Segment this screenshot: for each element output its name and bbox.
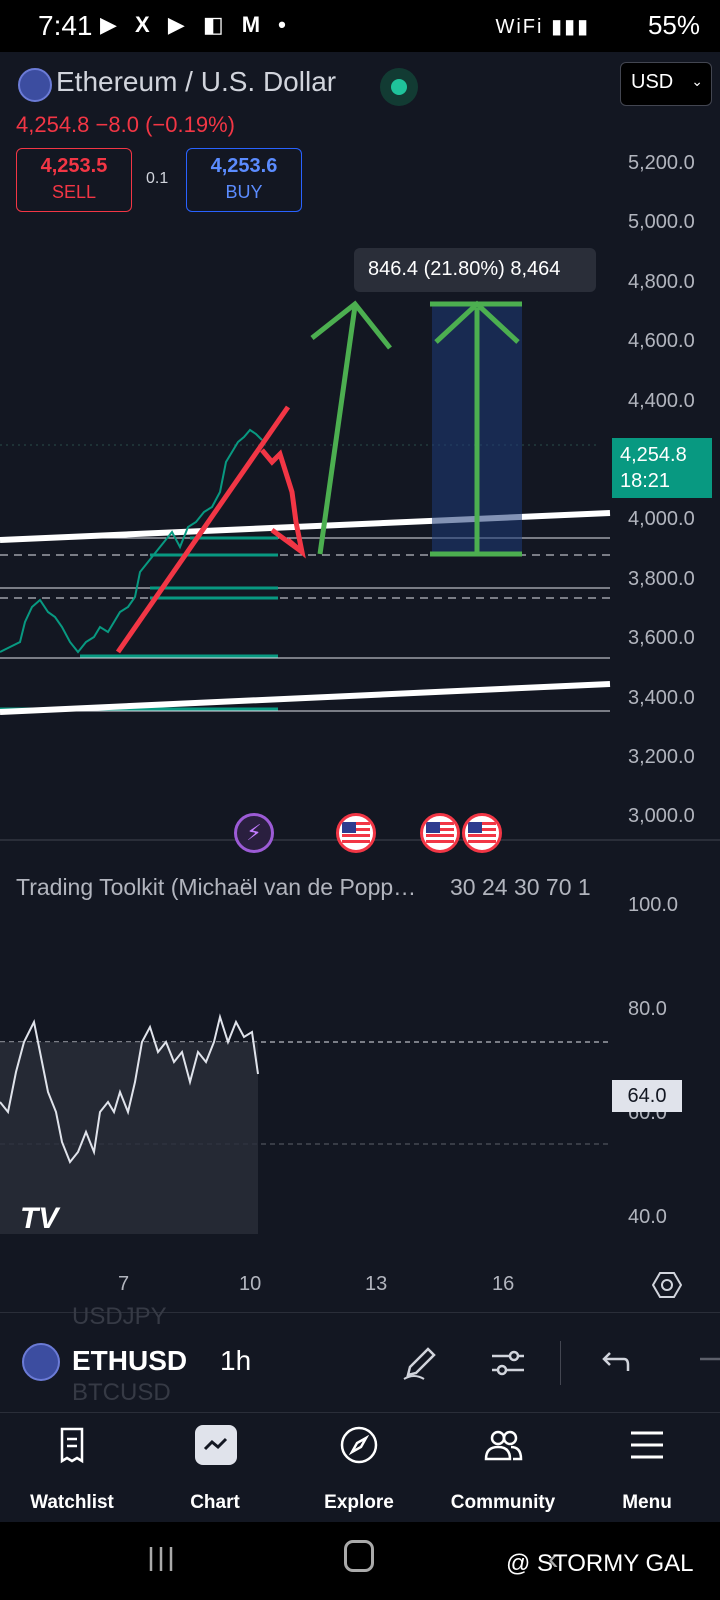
redo-icon[interactable] — [690, 1343, 720, 1383]
buy-label: BUY — [225, 182, 263, 202]
buy-price: 4,253.6 — [210, 155, 278, 177]
ethereum-logo-icon — [22, 1343, 60, 1381]
indicator-axis-label: 80.0 — [628, 998, 667, 1020]
time-axis-label: 13 — [365, 1273, 388, 1295]
price-axis-label: 4,600.0 — [628, 330, 695, 352]
measure-arrowhead — [434, 300, 520, 344]
indicator-line — [0, 1013, 259, 1164]
time-axis-label: 10 — [239, 1273, 262, 1295]
status-time: 7:41 — [38, 10, 93, 41]
live-dot-icon — [391, 79, 407, 95]
nav-menu[interactable]: Menu — [577, 1425, 717, 1514]
battery-level: 55% — [647, 10, 700, 40]
signal-icon: WiFi ▮▮▮ — [495, 16, 590, 38]
indicator-title[interactable]: Trading Toolkit (Michaël van de Popp… — [16, 874, 417, 900]
price-axis-label: 5,200.0 — [628, 152, 695, 174]
nav-watchlist-label: Watchlist — [30, 1492, 114, 1513]
symbol-selector[interactable]: ETHUSD — [72, 1345, 188, 1376]
bottom-navigation: Watchlist Chart Explore Community Menu — [0, 1412, 720, 1522]
nav-community-label: Community — [450, 1492, 556, 1513]
chart-icon — [203, 1437, 228, 1451]
indicator-params: 30 24 30 70 1 — [450, 874, 591, 900]
nav-menu-label: Menu — [622, 1492, 672, 1513]
price-change: 4,254.8 −8.0 (−0.19%) — [16, 112, 235, 138]
ghost-symbol-above: USDJPY — [72, 1303, 167, 1330]
chart-toolbar: USDJPY BTCUSD ETHUSD 1h — [0, 1303, 720, 1412]
watermark: @ STORMY GAL — [506, 1550, 694, 1577]
us-flag-event-icon[interactable] — [420, 813, 460, 853]
nav-explore[interactable]: Explore — [289, 1425, 429, 1514]
tradingview-logo-icon: TV — [20, 1202, 59, 1235]
last-price: 4,254.8 — [16, 112, 90, 137]
symbol-title[interactable]: Ethereum / U.S. Dollar — [56, 66, 337, 97]
price-axis-label: 4,400.0 — [628, 390, 695, 412]
lightning-event-icon[interactable]: ⚡ — [234, 813, 274, 853]
recent-apps-icon[interactable] — [146, 1544, 176, 1574]
nav-chart[interactable]: Chart — [145, 1425, 285, 1514]
hamburger-menu-icon — [631, 1431, 663, 1459]
chart-area[interactable] — [0, 52, 720, 1312]
price-axis-label: 4,800.0 — [628, 271, 695, 293]
change-percent: (−0.19%) — [145, 112, 235, 137]
buy-button[interactable]: 4,253.6 BUY — [186, 148, 302, 212]
indicator-value-tag: 64.0 — [612, 1080, 682, 1112]
home-icon[interactable] — [344, 1540, 374, 1572]
chart-canvas[interactable] — [0, 52, 720, 1312]
us-flag-event-icon[interactable] — [336, 813, 376, 853]
red-trend-line — [115, 405, 291, 654]
timeframe-selector[interactable]: 1h — [220, 1345, 252, 1376]
back-icon[interactable]: ‹ — [548, 1540, 559, 1576]
pencil-draw-icon[interactable] — [400, 1343, 440, 1383]
sell-button[interactable]: 4,253.5 SELL — [16, 148, 132, 212]
nav-watchlist[interactable]: Watchlist — [2, 1425, 142, 1514]
price-series — [0, 428, 263, 654]
current-price-value: 4,254.8 — [620, 444, 687, 466]
ghost-symbol-below: BTCUSD — [72, 1379, 171, 1406]
price-axis-label: 5,000.0 — [628, 211, 695, 233]
bar-countdown: 18:21 — [620, 470, 671, 492]
toolbar-divider — [560, 1341, 561, 1385]
channel-lower-line — [0, 681, 611, 715]
green-arrowhead — [310, 300, 392, 350]
undo-icon[interactable] — [594, 1343, 634, 1383]
current-price-tag: 4,254.8 18:21 — [612, 438, 712, 498]
chart-settings-icon[interactable] — [652, 1270, 682, 1300]
price-axis-label: 3,000.0 — [628, 805, 695, 827]
indicator-axis-label: 40.0 — [628, 1206, 667, 1228]
compass-icon — [340, 1426, 378, 1464]
time-axis-label: 7 — [118, 1273, 130, 1295]
change-value: −8.0 — [95, 112, 139, 137]
green-arrow-line — [317, 305, 358, 555]
notification-icons: ▶ X ▶ ◧ M • — [100, 12, 292, 37]
price-axis-label: 4,000.0 — [628, 508, 695, 530]
us-flag-event-icon[interactable] — [462, 813, 502, 853]
watchlist-icon — [60, 1427, 84, 1464]
nav-community[interactable]: Community — [433, 1425, 573, 1514]
nav-explore-label: Explore — [324, 1492, 394, 1513]
indicators-sliders-icon[interactable] — [488, 1343, 528, 1383]
nav-chart-label: Chart — [190, 1492, 240, 1513]
time-axis-label: 16 — [492, 1273, 515, 1295]
system-navigation-bar: ‹ — [0, 1522, 720, 1600]
market-open-indicator[interactable] — [380, 68, 418, 106]
currency-select[interactable]: USD ⌄ — [620, 62, 712, 106]
price-axis-label: 3,200.0 — [628, 746, 695, 768]
price-axis-label: 3,400.0 — [628, 687, 695, 709]
price-axis-label: 3,600.0 — [628, 627, 695, 649]
red-path-down — [260, 448, 306, 559]
community-icon — [484, 1430, 523, 1461]
sell-label: SELL — [51, 182, 97, 202]
spread-value: 0.1 — [146, 170, 169, 187]
price-axis-label: 3,800.0 — [628, 568, 695, 590]
chevron-down-icon: ⌄ — [691, 73, 703, 89]
measure-tooltip: 846.4 (21.80%) 8,464 — [354, 248, 596, 292]
ethereum-logo-icon — [18, 68, 52, 102]
sell-price: 4,253.5 — [40, 155, 108, 177]
status-bar: 7:41 ▶ X ▶ ◧ M • WiFi ▮▮▮ 55% — [0, 0, 720, 52]
indicator-fill — [0, 1042, 258, 1234]
indicator-axis-label: 100.0 — [628, 894, 679, 916]
currency-value: USD — [631, 71, 674, 93]
